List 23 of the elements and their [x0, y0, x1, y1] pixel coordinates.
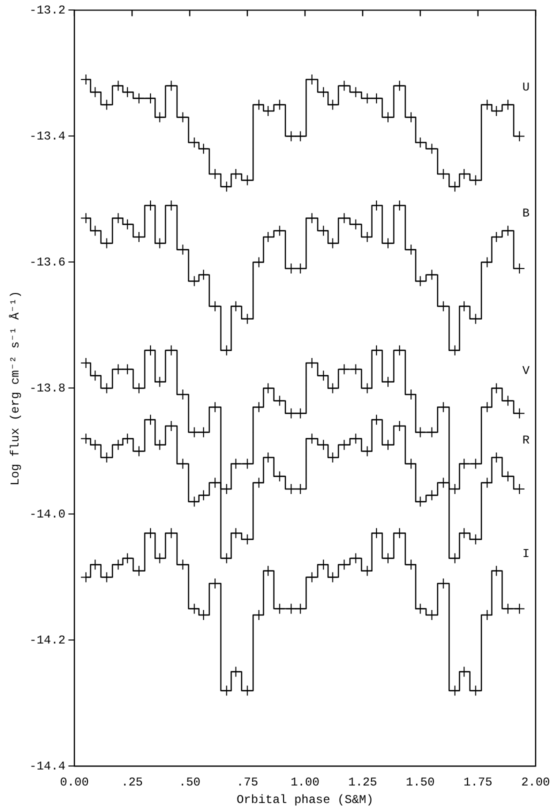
x-axis-title: Orbital phase (S&M)	[236, 792, 374, 807]
x-tick-label: 1.75	[464, 776, 492, 790]
series-label: R	[522, 434, 530, 448]
y-tick-label: -13.2	[29, 3, 66, 18]
series-label: V	[522, 364, 530, 378]
x-tick-label: 1.25	[348, 776, 378, 790]
series-label: I	[522, 546, 530, 561]
x-tick-label: 1.50	[406, 776, 435, 790]
series-label: U	[522, 80, 530, 95]
y-axis-title: Log flux (erg cm⁻² s⁻¹ Å⁻¹)	[8, 290, 22, 486]
y-tick-label: -13.6	[29, 255, 66, 270]
y-tick-label: -14.4	[29, 759, 66, 774]
x-tick-label: .75	[236, 776, 258, 790]
y-tick-label: -13.4	[29, 129, 66, 144]
x-tick-label: .50	[178, 776, 201, 790]
y-tick-label: -13.8	[29, 381, 66, 396]
x-tick-label: .25	[121, 776, 143, 790]
y-tick-label: -14.2	[29, 633, 66, 648]
y-tick-label: -14.0	[29, 507, 66, 522]
x-tick-label: 0.00	[60, 776, 89, 790]
x-tick-label: 1.00	[290, 776, 320, 790]
series-label: B	[522, 206, 530, 221]
x-tick-label: 2.00	[521, 776, 550, 790]
